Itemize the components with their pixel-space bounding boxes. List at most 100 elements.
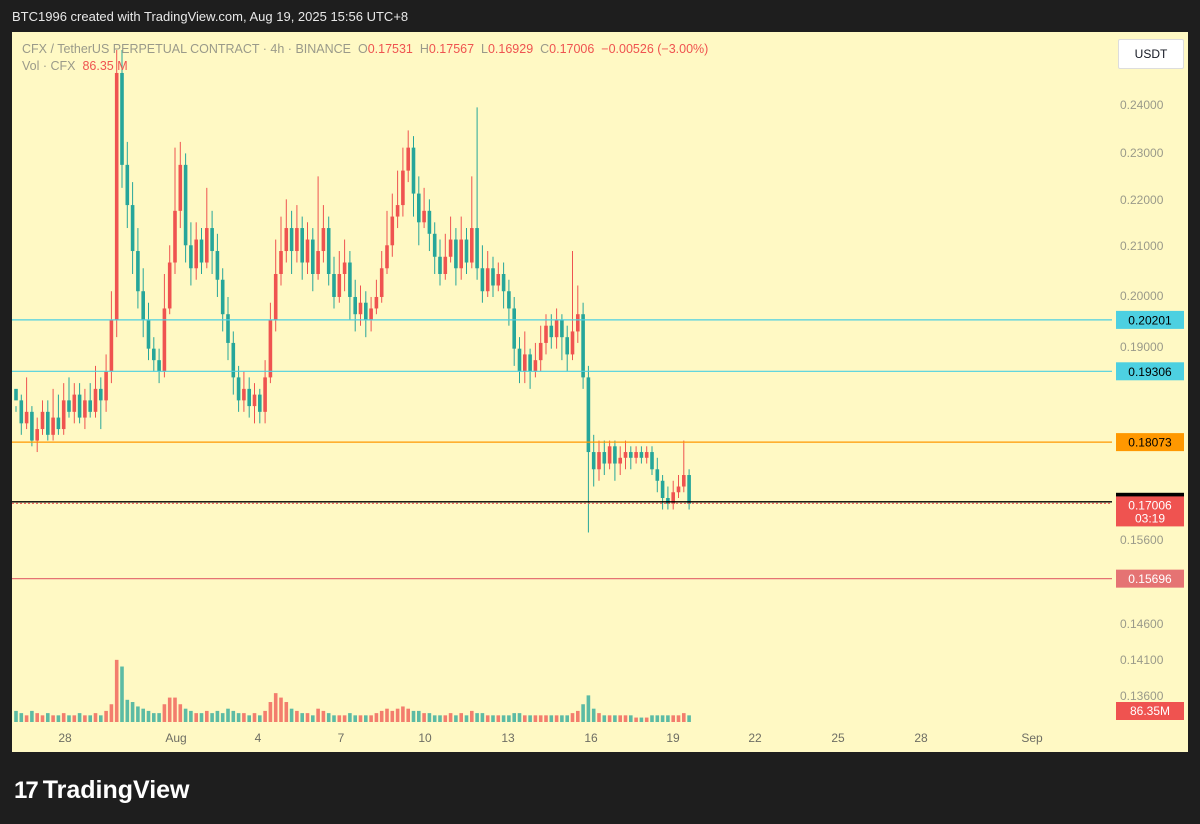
candle-body [613, 446, 617, 464]
volume-bar [591, 708, 596, 722]
candle-body [19, 400, 24, 424]
volume-bar [517, 713, 522, 722]
volume-bar [93, 713, 98, 722]
candle-body [242, 388, 246, 401]
volume-bar [120, 666, 124, 722]
candle-body [364, 302, 368, 320]
legend-h-label: H [419, 42, 429, 56]
volume-bar [660, 715, 665, 722]
volume-bar [586, 695, 591, 722]
candle-body [61, 400, 66, 430]
y-tick-label: 0.14600 [1120, 617, 1164, 631]
volume-bar [220, 713, 225, 722]
candle-body [337, 274, 342, 297]
candle-body [644, 452, 649, 458]
candle-body [300, 228, 304, 263]
price-chart[interactable]: 0.24000 0.23000 0.22000 0.21000 0.20000 0.190… [12, 32, 1188, 752]
candle-body [480, 268, 485, 292]
volume-bar [88, 715, 92, 722]
candle-body [655, 469, 660, 481]
candle-body [538, 342, 543, 361]
candle-body [602, 452, 607, 464]
candle-body [650, 452, 654, 470]
volume-bar [401, 706, 405, 722]
candle-body [268, 319, 273, 378]
candle-body [305, 239, 310, 263]
volume-bar [565, 715, 569, 722]
candle-body [24, 411, 29, 424]
candle-body [687, 475, 691, 504]
candle-body [273, 274, 278, 320]
volume-bar [443, 715, 448, 722]
y-tick-label: 0.19000 [1120, 340, 1164, 354]
volume-bar [464, 715, 469, 722]
volume-bar [485, 715, 490, 722]
volume-bar [215, 710, 220, 722]
candle-body [226, 314, 230, 343]
candle-body [671, 492, 675, 504]
candle-body [88, 400, 92, 412]
volume-bar [422, 713, 426, 722]
candle-body [507, 291, 511, 309]
volume-label-text: 86.35M [1130, 704, 1170, 718]
volume-bar [305, 713, 310, 722]
chart-area[interactable]: 0.24000 0.23000 0.22000 0.21000 0.20000 0.190… [12, 32, 1188, 752]
candle-body [316, 251, 320, 274]
x-tick-label: 10 [418, 731, 432, 745]
volume-bar [501, 715, 506, 722]
candle-body [284, 228, 289, 252]
candle-body [570, 331, 575, 355]
legend-change: −0.00526 (−3.00%) [601, 42, 709, 56]
volume-label-box [1116, 702, 1184, 720]
currency-button[interactable]: USDT [1118, 39, 1184, 69]
candle-body [517, 348, 522, 372]
volume-bar [629, 715, 633, 722]
volume-bar [395, 708, 400, 722]
candle-body [205, 228, 209, 263]
candle-body [623, 452, 628, 458]
price-label-box [1116, 433, 1184, 452]
volume-bar [523, 715, 527, 722]
volume-bar [607, 715, 612, 722]
volume-bar [480, 713, 485, 722]
volume-bar [538, 715, 543, 722]
y-tick-label: 0.15600 [1120, 533, 1164, 547]
x-tick-label: 25 [831, 731, 845, 745]
volume-bar [379, 710, 384, 722]
candle-body [321, 228, 326, 252]
candle-body [194, 239, 198, 269]
candle-body [597, 452, 601, 470]
x-tick-label: 7 [338, 731, 345, 745]
countdown-text: 03:19 [1135, 511, 1165, 525]
volume-bar [114, 659, 119, 722]
candle-body [14, 388, 18, 401]
volume-bar [438, 715, 442, 722]
candle-body [141, 291, 145, 320]
candle-body [30, 411, 34, 441]
volume-bar [491, 715, 495, 722]
volume-bar [432, 715, 437, 722]
volume-bar [655, 715, 660, 722]
candle-body [109, 319, 114, 372]
volume-bar [644, 717, 649, 722]
volume-bar [570, 713, 575, 722]
volume-bar [671, 715, 675, 722]
candle-body [157, 360, 161, 372]
price-label-text: 0.15696 [1128, 572, 1172, 586]
candle-body [136, 251, 140, 292]
volume-bar [30, 710, 34, 722]
volume-bar [46, 713, 50, 722]
volume-bar [167, 697, 172, 722]
tradingview-logo-icon: 17 [14, 776, 39, 804]
volume-bar [67, 715, 71, 722]
candle-body [215, 251, 220, 280]
candle-body [189, 245, 193, 269]
volume-bar [639, 717, 644, 722]
volume-bar [130, 702, 135, 722]
volume-bar [348, 713, 352, 722]
candle-body [167, 262, 172, 309]
volume-bar [189, 710, 193, 722]
volume-bar [326, 713, 331, 722]
volume-bar [252, 713, 257, 722]
attribution-text: BTC1996 created with TradingView.com, Au… [12, 9, 409, 24]
